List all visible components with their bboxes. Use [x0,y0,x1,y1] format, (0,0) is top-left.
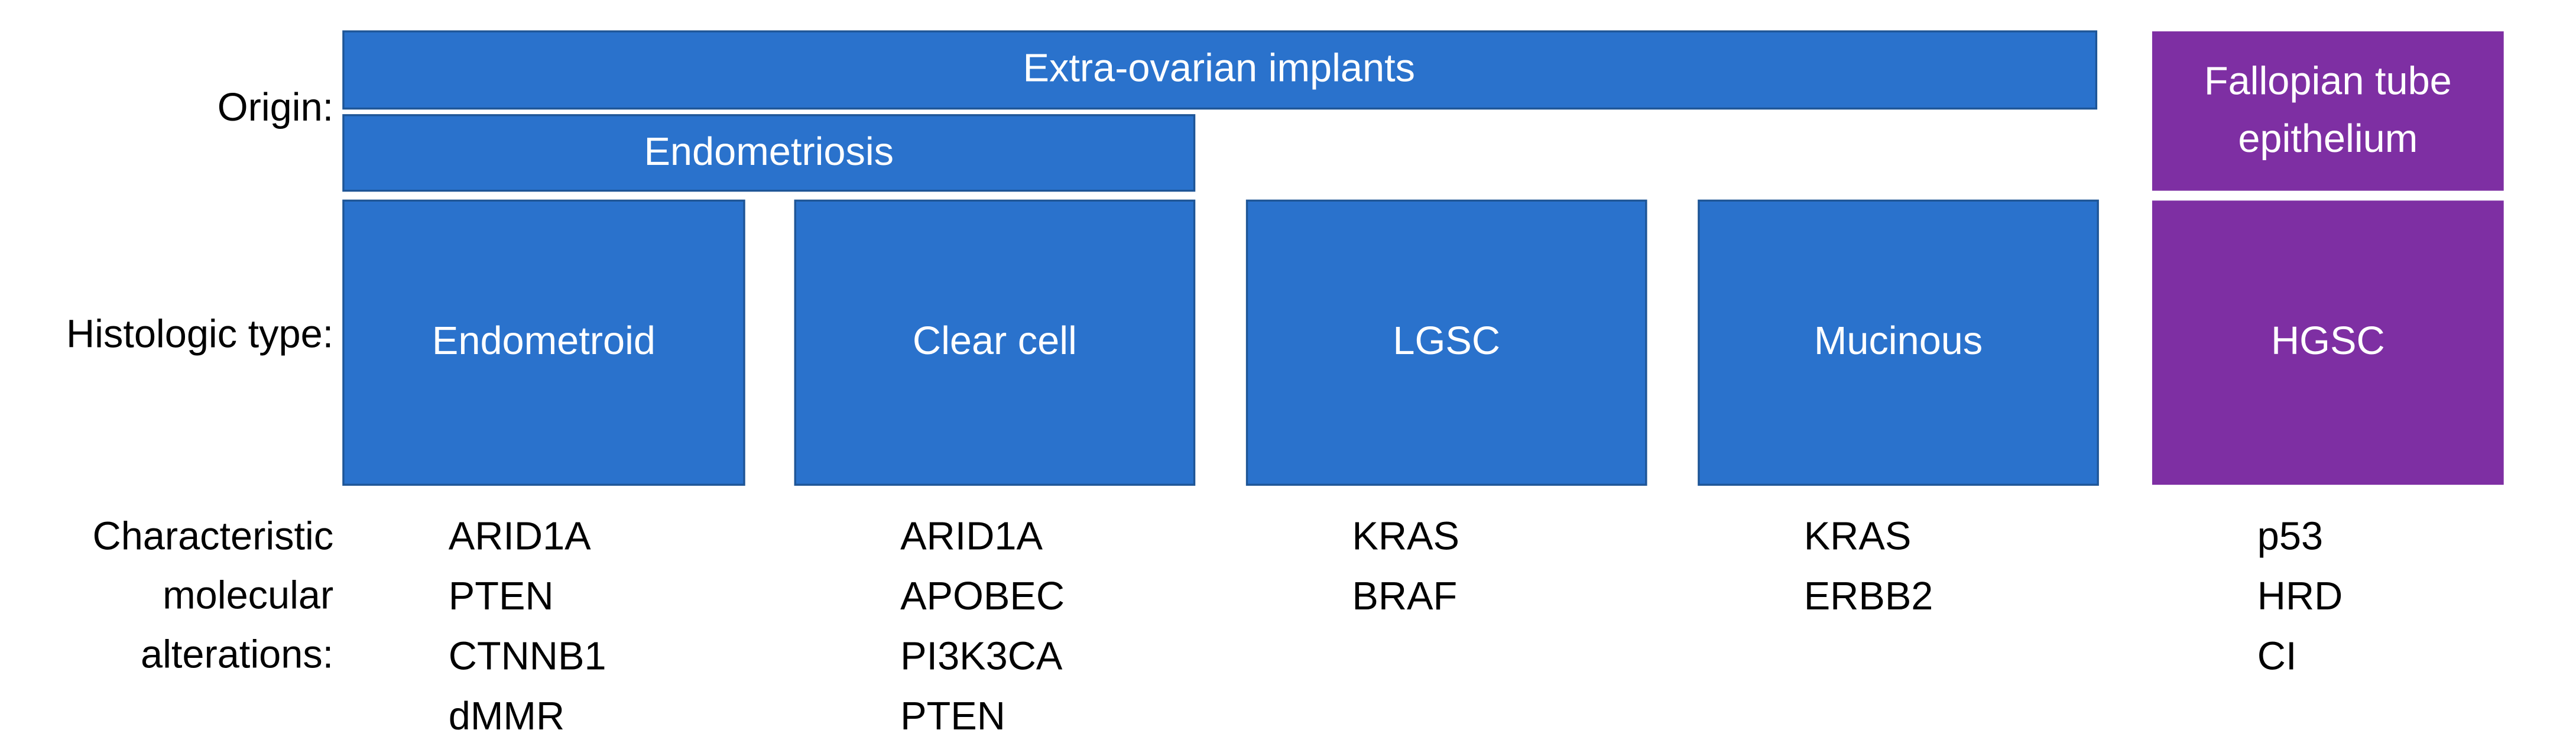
type-label: Endometroid [432,319,656,363]
origin-label: Endometriosis [644,130,894,174]
alteration: ARID1A [900,514,1043,558]
origin-label: epithelium [2238,117,2418,161]
alteration: KRAS [1804,514,1912,558]
type-box [342,199,745,486]
alteration: PI3K3CA [900,634,1063,678]
type-label: Clear cell [913,319,1077,363]
type-box [1245,199,1647,486]
type-label: Mucinous [1814,319,1983,363]
alteration: ERBB2 [1804,575,1933,618]
alteration: dMMR [449,695,564,738]
origin-box [342,30,2098,110]
origin-box [2152,31,2504,191]
alteration: HRD [2257,575,2343,618]
row-label: Characteristic [93,514,334,558]
type-label: LGSC [1393,319,1500,363]
alteration: PTEN [449,575,554,618]
alteration: ARID1A [449,514,591,558]
type-label: HGSC [2271,319,2385,363]
origin-label: Fallopian tube [2204,60,2452,103]
row-label: alterations: [141,633,333,677]
type-box [1698,199,2099,486]
origin-box [342,114,1196,192]
alteration: BRAF [1352,575,1457,618]
alteration: KRAS [1352,514,1459,558]
alteration: p53 [2257,514,2323,558]
alteration: APOBEC [900,575,1065,618]
row-label: Origin: [218,86,333,129]
alteration: CI [2257,634,2297,678]
row-label: Histologic type: [66,313,333,356]
row-label: molecular [163,574,333,618]
type-box [794,199,1196,486]
type-box [2152,200,2504,485]
alteration: PTEN [900,695,1005,738]
origin-label: Extra-ovarian implants [1023,46,1415,90]
alteration: CTNNB1 [449,634,606,678]
